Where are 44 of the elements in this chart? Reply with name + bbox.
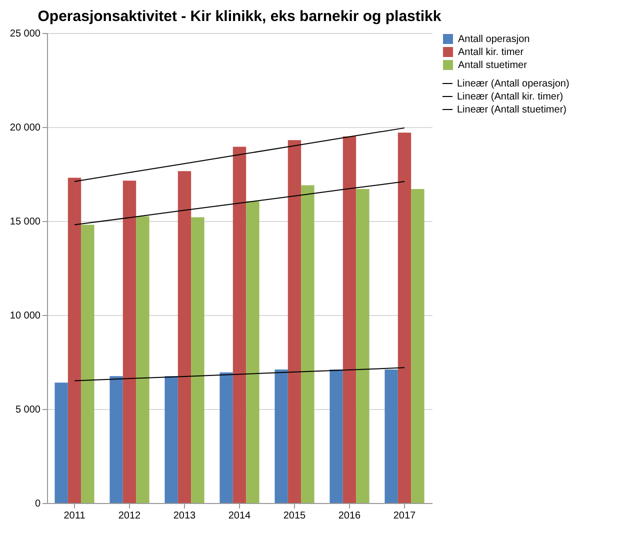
bar <box>110 376 123 503</box>
legend-label: Lineær (Antall stuetimer) <box>457 104 566 116</box>
bar <box>164 376 178 503</box>
bar <box>122 180 136 503</box>
x-tick-label: 2016 <box>338 510 362 522</box>
legend-label: Antall stuetimer <box>458 60 528 71</box>
line-series <box>74 367 405 382</box>
bar <box>356 189 370 503</box>
x-tick-label: 2011 <box>64 510 86 522</box>
bar <box>178 171 192 503</box>
y-tick-label: 5 000 <box>15 404 41 416</box>
bar <box>274 370 288 503</box>
line-series <box>74 127 405 182</box>
y-tick-label: 15 000 <box>10 216 41 228</box>
bar <box>136 216 150 503</box>
y-tick-label: 0 <box>34 498 41 510</box>
x-tick-label: 2013 <box>173 510 196 522</box>
bar <box>54 382 68 503</box>
legend-label: Antall kir. timer <box>458 47 524 58</box>
bar <box>384 370 398 503</box>
legend-label: Lineær (Antall kir. timer) <box>457 92 564 102</box>
bar <box>342 136 356 503</box>
x-tick-label: 2015 <box>283 510 306 522</box>
bar <box>191 217 204 503</box>
bar <box>411 189 424 503</box>
bar <box>301 185 314 503</box>
bar <box>68 178 82 503</box>
x-tick-label: 2014 <box>228 510 252 522</box>
bar <box>330 370 343 503</box>
bar <box>398 132 412 503</box>
bar <box>246 201 260 503</box>
line-series <box>74 181 405 226</box>
legend-label: Antall operasjon <box>458 34 530 45</box>
bar <box>81 224 94 503</box>
bar <box>288 140 302 503</box>
chart-title: Operasjonsaktivitet - Kir klinikk, eks barnekir og plastikk <box>38 8 442 25</box>
x-tick-label: 2012 <box>118 510 142 522</box>
legend-label: Lineær (Antall operasjon) <box>457 78 570 90</box>
bar <box>220 372 233 503</box>
y-tick-label: 10 000 <box>10 310 41 322</box>
y-tick-label: 25 000 <box>10 28 41 40</box>
bar <box>232 146 246 503</box>
y-tick-label: 20 000 <box>10 122 41 134</box>
x-tick-label: 2017 <box>393 510 416 522</box>
